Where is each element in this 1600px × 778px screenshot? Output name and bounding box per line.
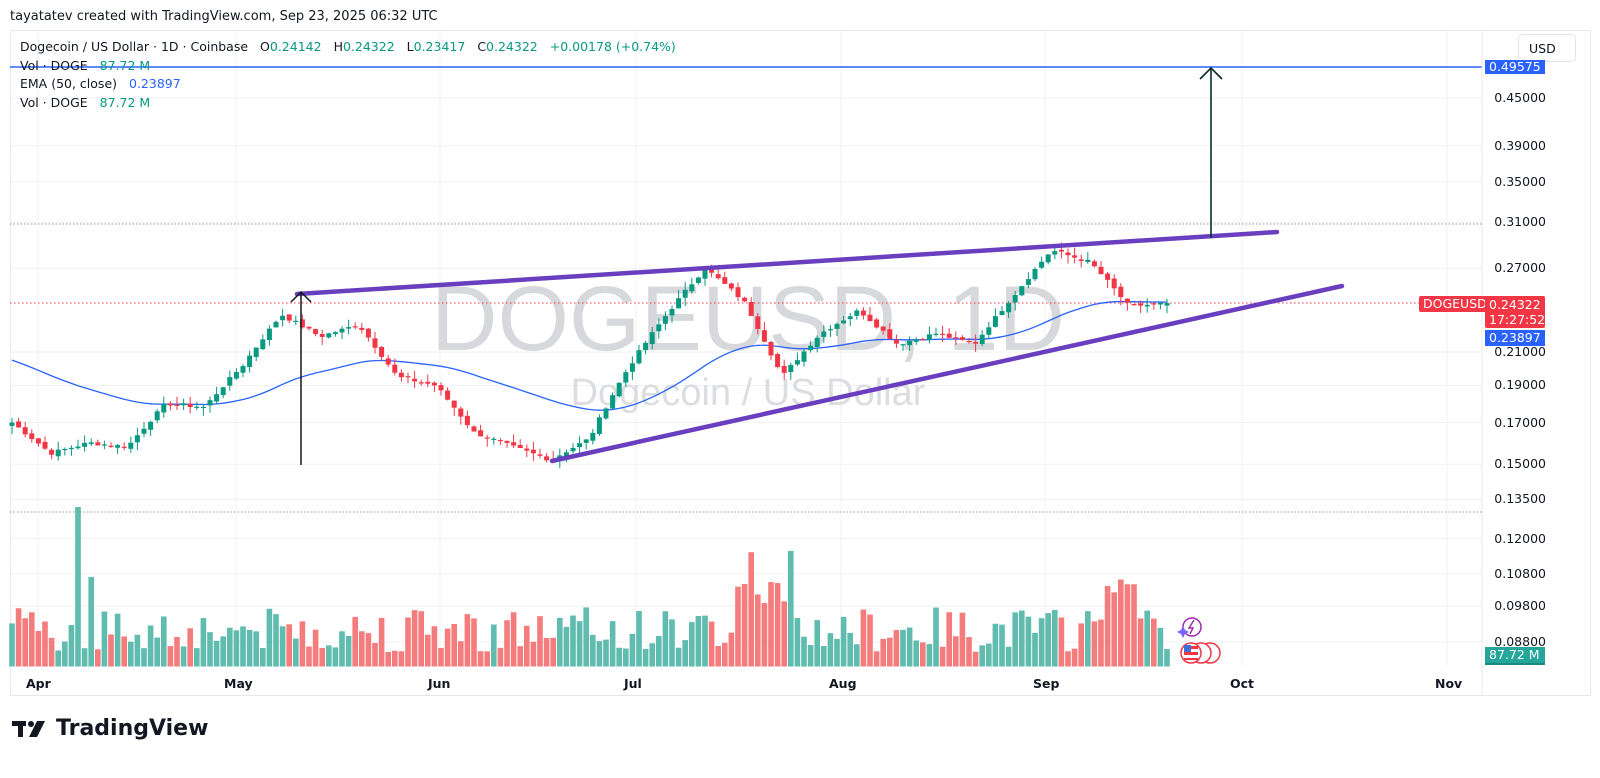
flagpole-arrow[interactable] — [290, 290, 312, 465]
bar-countdown: 17:27:52 — [1489, 312, 1546, 327]
lower-trendline[interactable] — [549, 283, 1345, 464]
ema-line[interactable] — [11, 300, 1168, 411]
chart-caption: tayatatev created with TradingView.com, … — [10, 9, 438, 24]
volume-legend-row-2[interactable]: Vol · DOGE 87.72 M — [20, 94, 151, 110]
ai-event-icon[interactable] — [1177, 617, 1202, 638]
tradingview-logo-icon — [12, 720, 45, 737]
time-axis-label: May — [224, 676, 253, 691]
grid-lines — [10, 31, 1482, 667]
low-value: 0.23417 — [413, 39, 466, 54]
watermark-symbol: DOGEUSD, 1D — [431, 268, 1065, 370]
target-arrow[interactable] — [1199, 66, 1223, 238]
price-axis-label: 0.09800 — [1494, 598, 1546, 614]
last-price-value: 0.24322 — [1489, 297, 1541, 312]
time-axis-label: Oct — [1230, 676, 1255, 691]
target-price-tag: 0.49575 — [1485, 60, 1545, 74]
symbol-title[interactable]: Dogecoin / US Dollar · 1D · Coinbase — [20, 39, 249, 54]
price-axis-label: 0.13500 — [1494, 491, 1546, 507]
price-axis-label: 0.39000 — [1494, 137, 1546, 153]
symbol-ohlc-row: Dogecoin / US Dollar · 1D · Coinbase O0.… — [20, 39, 676, 54]
price-axis-label: 0.08800 — [1494, 634, 1546, 649]
chart-legend: Dogecoin / US Dollar · 1D · Coinbase O0.… — [20, 38, 676, 112]
ema-price-tag: 0.23897 — [1485, 330, 1545, 346]
price-axis-label: 0.35000 — [1494, 173, 1546, 189]
volume-legend-row[interactable]: Vol · DOGE 87.72 M — [20, 57, 151, 73]
price-axis-label: 0.21000 — [1494, 344, 1546, 360]
volume-tag: 87.72 M — [1485, 647, 1545, 665]
last-price-tag: 0.24322 17:27:52 — [1485, 296, 1545, 328]
time-axis-label: Apr — [26, 676, 51, 691]
brand-name: TradingView — [56, 716, 209, 741]
change-value: +0.00178 (+0.74%) — [549, 39, 676, 54]
price-axis-label: 0.45000 — [1494, 90, 1546, 105]
time-axis-label: Nov — [1435, 676, 1463, 691]
candlesticks — [9, 242, 1170, 469]
time-axis-label: Sep — [1033, 676, 1060, 691]
price-axis-label: 0.31000 — [1494, 214, 1546, 230]
chart-frame — [10, 30, 1591, 696]
price-axis-label: 0.10800 — [1494, 565, 1546, 581]
upper-trendline[interactable] — [294, 229, 1280, 297]
price-axis-label: 0.17000 — [1494, 414, 1546, 430]
price-axis-label: 0.15000 — [1494, 456, 1546, 472]
price-axis-label: 0.12000 — [1494, 530, 1546, 546]
time-axis-label: Aug — [829, 676, 857, 691]
time-axis-label: Jun — [428, 676, 451, 691]
open-value: 0.24142 — [269, 39, 322, 54]
tradingview-logo[interactable]: TradingView — [12, 716, 208, 741]
price-axis-label: 0.19000 — [1494, 377, 1546, 393]
close-value: 0.24322 — [486, 39, 538, 54]
volume-bars — [9, 507, 1170, 667]
high-value: 0.24322 — [342, 39, 395, 54]
price-axis-label: 0.27000 — [1494, 260, 1546, 276]
symbol-tag: DOGEUSD — [1419, 296, 1491, 312]
currency-button[interactable]: USD — [1518, 34, 1576, 62]
us-economic-events-icon[interactable] — [1180, 642, 1221, 664]
ema-legend-row[interactable]: EMA (50, close) 0.23897 — [20, 76, 181, 91]
time-axis-label: Jul — [624, 676, 642, 691]
